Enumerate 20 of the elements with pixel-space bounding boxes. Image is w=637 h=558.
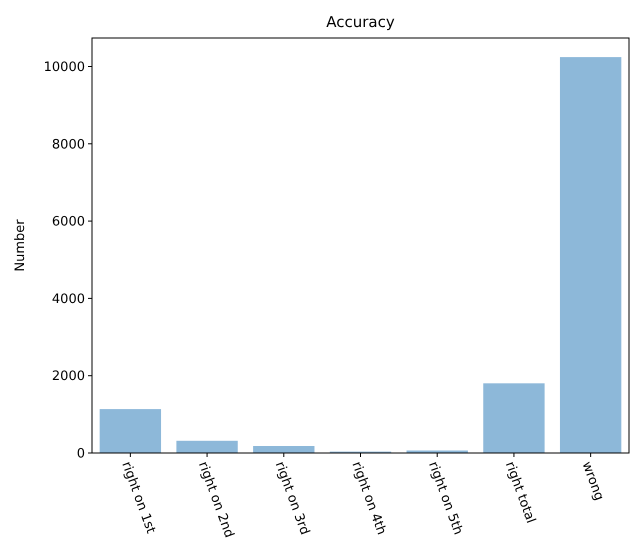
y-tick-label: 6000	[52, 214, 85, 230]
bar	[100, 409, 162, 453]
y-axis-title: Number	[13, 218, 28, 272]
y-tick-label: 4000	[52, 292, 85, 307]
bar	[253, 446, 314, 453]
x-tick-label: wrong	[578, 460, 606, 503]
chart-title: Accuracy	[326, 13, 395, 31]
y-tick-label: 10000	[44, 60, 85, 76]
y-tick-label: 0	[76, 446, 85, 462]
y-tick-label: 2000	[52, 369, 85, 384]
x-tick-label: right on 2nd	[195, 460, 236, 540]
bar	[483, 383, 545, 453]
bar	[560, 57, 622, 453]
bar	[176, 440, 238, 453]
x-tick-label: right on 1st	[118, 460, 158, 536]
x-tick-label: right on 4th	[348, 460, 389, 537]
x-tick-label: right on 3rd	[272, 460, 312, 537]
x-tick-label: right on 5th	[425, 460, 466, 537]
x-tick-label: right total	[502, 460, 538, 526]
y-tick-label: 8000	[52, 137, 85, 152]
